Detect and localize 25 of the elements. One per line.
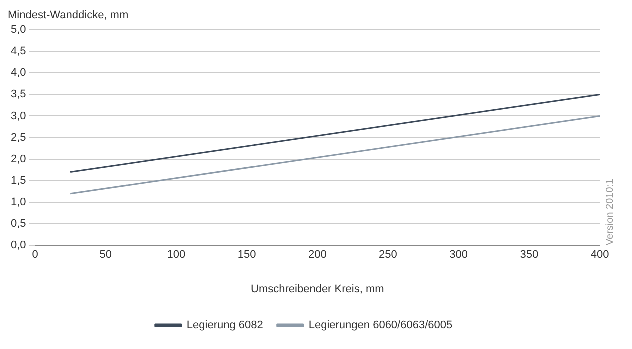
y-tick-label: 0,0 <box>10 240 26 252</box>
legend-label: Legierungen 6060/6063/6005 <box>308 320 453 332</box>
x-tick-label: 300 <box>450 249 468 262</box>
y-tick-label: 1,5 <box>10 174 26 187</box>
text: Version 2010:1 <box>604 178 616 246</box>
x-tick-label: 0 <box>32 249 38 262</box>
y-tick-label: 3,0 <box>10 110 26 122</box>
y-tick-label: 0,5 <box>10 218 26 230</box>
y-tick-label: 5,0 <box>10 24 26 36</box>
x-tick-label: 100 <box>167 249 186 262</box>
x-tick-label: 150 <box>238 249 256 262</box>
x-tick-label: 250 <box>379 249 398 262</box>
legend-label: Legierung 6082 <box>186 320 264 332</box>
y-tick-label: 4,0 <box>10 67 26 80</box>
x-axis-title: Umschreibender Kreis, mm <box>251 283 384 296</box>
y-tick-label: 3,5 <box>10 88 26 101</box>
x-tick-label: 200 <box>308 249 327 262</box>
y-tick-label: 4,5 <box>10 46 26 58</box>
x-tick-label: 350 <box>520 249 539 262</box>
y-tick-label: 2,5 <box>10 132 26 144</box>
x-tick-label: 50 <box>100 249 112 262</box>
y-tick-label: 1,0 <box>10 196 26 209</box>
y-tick-label: 2,0 <box>10 153 26 166</box>
x-tick-label: 400 <box>590 249 610 262</box>
y-axis-title: Mindest-Wanddicke, mm <box>8 10 129 22</box>
